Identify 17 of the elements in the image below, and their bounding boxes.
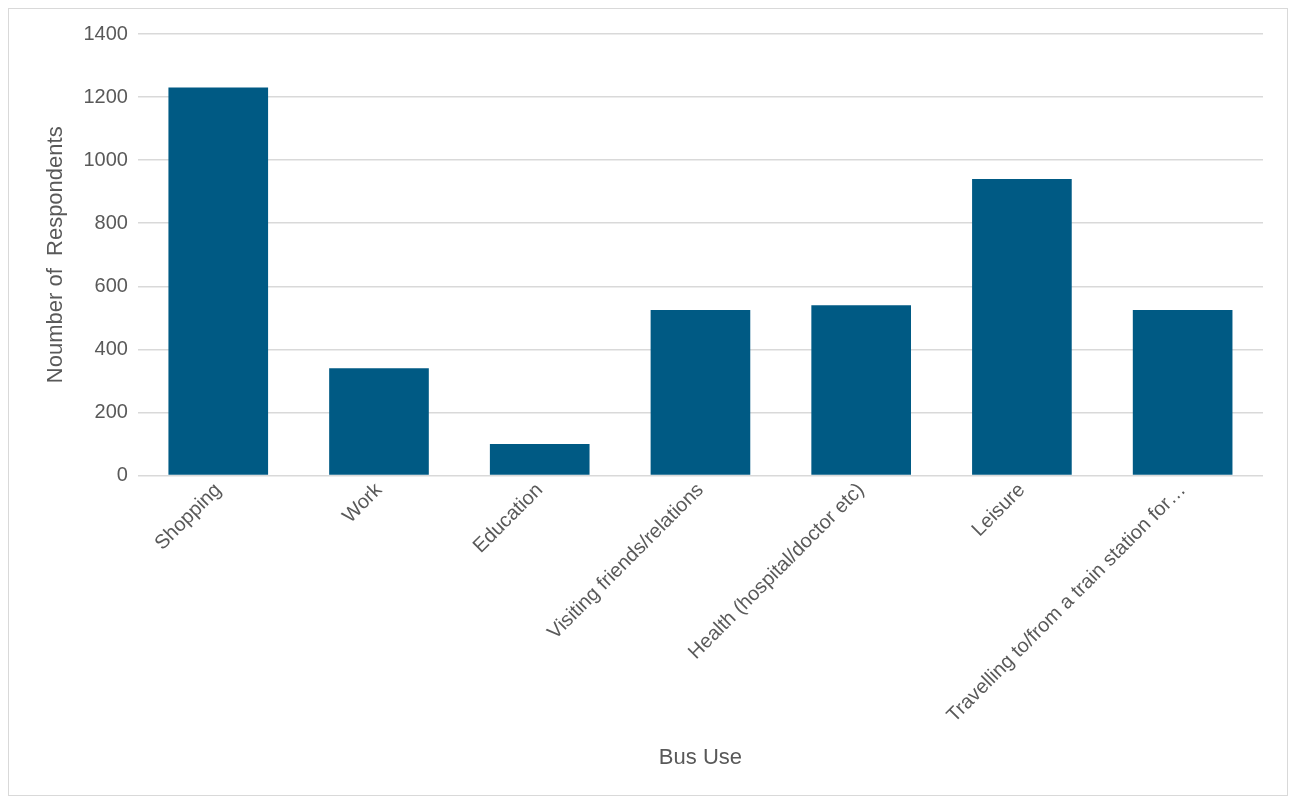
y-tick-label: 1400 — [83, 21, 128, 44]
y-tick-label: 1200 — [83, 84, 128, 107]
y-tick-label: 400 — [94, 336, 128, 359]
bar — [972, 179, 1072, 475]
y-axis-title: Noumber of Respondents — [42, 126, 68, 384]
y-tick-label: 1000 — [83, 147, 128, 170]
bar — [1132, 309, 1233, 475]
y-tick-label: 800 — [94, 210, 128, 233]
bar — [650, 309, 751, 475]
bar — [811, 305, 911, 475]
y-tick-label: 200 — [94, 399, 128, 422]
x-axis-title: Bus Use — [658, 743, 743, 769]
y-tick-label: 0 — [116, 463, 128, 486]
y-tick-label: 600 — [94, 273, 128, 296]
bar — [489, 443, 590, 475]
bar — [329, 368, 429, 475]
bar — [168, 87, 269, 475]
